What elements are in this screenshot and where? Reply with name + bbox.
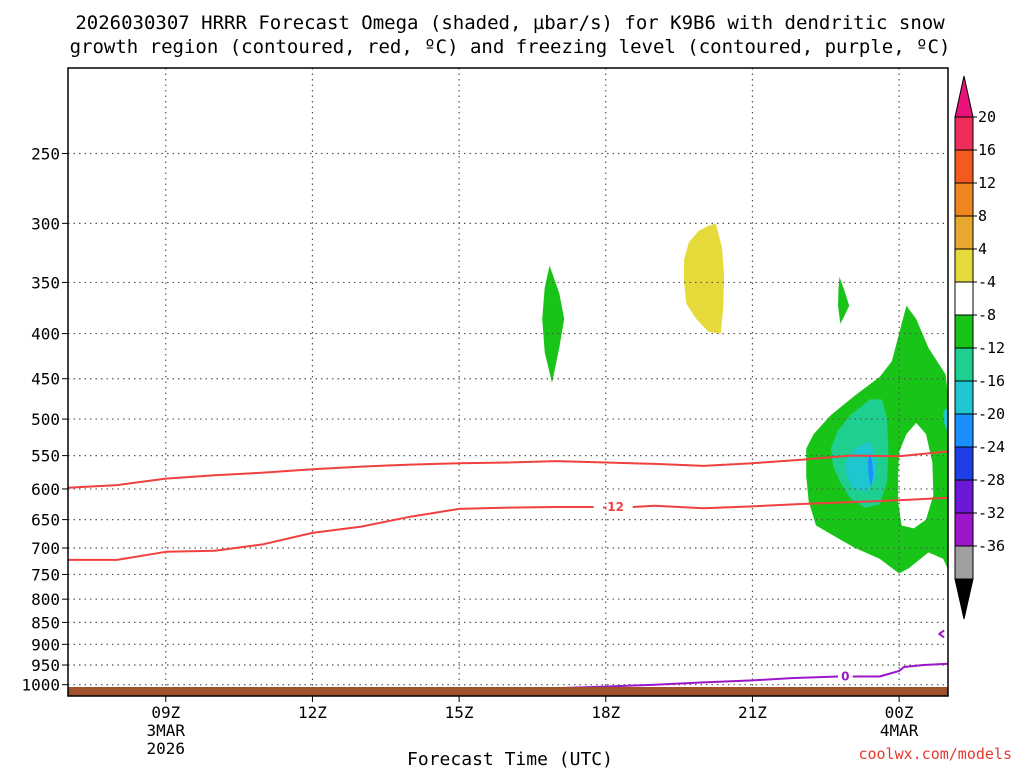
- colorbar-label: -28: [978, 471, 1005, 489]
- colorbar-label: -36: [978, 537, 1005, 555]
- freezing-contour-b: [852, 662, 949, 678]
- dgz-contour-label: -12: [602, 500, 624, 514]
- omega-region-cyan: [845, 441, 878, 493]
- credit-text: coolwx.com/models: [858, 745, 1012, 763]
- colorbar-label: 4: [978, 240, 987, 258]
- colorbar-swatch: [954, 545, 974, 580]
- y-axis-ticks: 250 300 350 400 450 500 550 600 650 700 750 800 850 9…: [21, 144, 68, 695]
- x-tick-label: 12Z: [298, 703, 327, 722]
- y-tick-label: 550: [31, 447, 60, 466]
- y-tick-label: 950: [31, 656, 60, 675]
- y-tick-label: 250: [31, 144, 60, 163]
- plot-frame: [67, 67, 949, 697]
- y-tick-label: 1000: [21, 676, 60, 695]
- contour-lines: -12 0: [67, 450, 949, 694]
- colorbar-label: -32: [978, 504, 1005, 522]
- y-tick-label: 450: [31, 370, 60, 389]
- omega-region-yellow: [684, 223, 725, 334]
- colorbar-label: -12: [978, 339, 1005, 357]
- x-tick-label: 00Z: [885, 703, 914, 722]
- y-tick-label: 850: [31, 613, 60, 632]
- colorbar-swatch: [954, 116, 974, 151]
- colorbar-swatch: [954, 380, 974, 415]
- colorbar: 20 16 12 8 4 -4 -8 -12 -16 -20 -24 -28 -32 -36: [954, 75, 1005, 620]
- y-tick-label: 700: [31, 539, 60, 558]
- dgz-contour-upper: [67, 450, 949, 489]
- colorbar-label: 16: [978, 141, 996, 159]
- y-tick-label: 750: [31, 565, 60, 584]
- omega-region-white-hole: [898, 422, 934, 529]
- y-tick-label: 600: [31, 480, 60, 499]
- y-tick-label: 300: [31, 214, 60, 233]
- colorbar-label: -4: [978, 273, 996, 291]
- dgz-contour-lower-b: [632, 496, 949, 510]
- colorbar-swatch: [954, 479, 974, 514]
- y-tick-label: 650: [31, 511, 60, 530]
- colorbar-label: 12: [978, 174, 996, 192]
- plot-background: [68, 68, 948, 696]
- x-tick-label: 21Z: [738, 703, 767, 722]
- omega-region-blue: [867, 452, 874, 488]
- y-tick-label: 800: [31, 590, 60, 609]
- dgz-contour-lower-a: [68, 506, 594, 561]
- colorbar-label: -16: [978, 372, 1005, 390]
- plot-area: -12 0: [67, 67, 949, 697]
- colorbar-swatch: [954, 314, 974, 349]
- colorbar-label: -20: [978, 405, 1005, 423]
- x-tick-year: 2026: [147, 739, 186, 758]
- colorbar-label: 8: [978, 207, 987, 225]
- colorbar-swatch: [954, 512, 974, 547]
- colorbar-swatch: [954, 182, 974, 217]
- grid-lines: [68, 68, 948, 696]
- colorbar-swatch: [954, 281, 974, 316]
- omega-region-green-b: [838, 276, 850, 324]
- colorbar-swatch: [954, 347, 974, 382]
- y-tick-label: 350: [31, 273, 60, 292]
- omega-shading: [542, 223, 948, 574]
- colorbar-bottom-arrow: [954, 578, 974, 620]
- x-axis-label: Forecast Time (UTC): [407, 749, 613, 768]
- freezing-contour-label: 0: [841, 670, 849, 684]
- chart-title-line-1: 2026030307 HRRR Forecast Omega (shaded, …: [75, 12, 945, 34]
- colorbar-swatch: [954, 149, 974, 184]
- colorbar-swatch: [954, 215, 974, 250]
- colorbar-swatch: [954, 248, 974, 283]
- x-tick-label: 09Z: [151, 703, 180, 722]
- x-tick-label: 18Z: [591, 703, 620, 722]
- colorbar-top-arrow: [954, 75, 974, 118]
- y-tick-label: 400: [31, 325, 60, 344]
- omega-region-green-a: [542, 265, 565, 383]
- omega-region-cyan-edge: [943, 407, 948, 435]
- x-tick-date: 4MAR: [880, 721, 919, 740]
- chart-title-line-2: growth region (contoured, red, ºC) and f…: [70, 36, 951, 58]
- colorbar-swatch: [954, 446, 974, 481]
- colorbar-swatch: [954, 413, 974, 448]
- colorbar-label: -8: [978, 306, 996, 324]
- terrain-strip: [68, 687, 948, 696]
- x-tick-date: 3MAR: [147, 721, 186, 740]
- colorbar-label: -24: [978, 438, 1005, 456]
- y-tick-label: 500: [31, 410, 60, 429]
- y-tick-label: 900: [31, 635, 60, 654]
- freezing-contour-edge: [938, 629, 945, 639]
- colorbar-label: 20: [978, 108, 996, 126]
- x-tick-label: 15Z: [445, 703, 474, 722]
